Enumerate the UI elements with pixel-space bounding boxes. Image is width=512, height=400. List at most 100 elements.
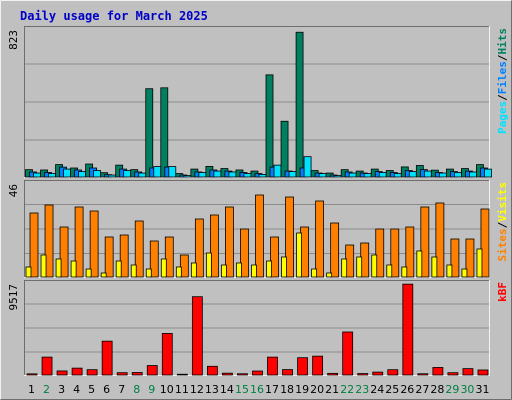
sites-visits-panel: 46 Sites/Visits	[7, 180, 509, 278]
sites-bar	[435, 202, 445, 278]
kbytes-bar	[206, 365, 218, 376]
kbytes-bar	[327, 372, 339, 376]
visits-bar	[476, 248, 483, 278]
visits-bar	[431, 256, 438, 278]
pages-bar	[228, 171, 237, 178]
sites-bar	[255, 194, 264, 278]
visits-bar	[296, 232, 302, 278]
sites-bar	[480, 208, 490, 278]
sites-bar	[104, 236, 114, 278]
visits-bar	[326, 272, 333, 278]
sites-bar	[315, 200, 325, 278]
day-label: 16	[250, 383, 264, 396]
day-label: 14	[220, 383, 234, 396]
visits-bar	[190, 262, 197, 278]
sites-bar	[225, 206, 234, 278]
pages-bar	[378, 172, 387, 178]
pages-bar	[333, 175, 342, 178]
kbytes-panel-legend: kBF	[496, 282, 509, 302]
pages-bar	[123, 170, 132, 178]
sites-bar	[134, 220, 144, 278]
kbytes-bar	[101, 340, 113, 376]
pages-bar	[168, 166, 177, 178]
day-label: 29	[445, 383, 459, 396]
pages-bar	[183, 175, 192, 178]
visits-bar	[266, 260, 272, 278]
visits-bar	[130, 264, 137, 278]
chart-title: Daily usage for March 2025	[20, 9, 208, 23]
pages-bar	[484, 168, 492, 178]
kbytes-bar	[146, 365, 158, 376]
kbytes-bar	[222, 372, 233, 376]
visits-bar	[205, 252, 212, 278]
kbytes-bar	[116, 372, 128, 376]
sites-bar	[89, 210, 99, 278]
visits-bar	[70, 260, 77, 278]
hits-panel-legend: Pages/Files/Hits	[496, 28, 509, 134]
kbytes-bar	[86, 369, 98, 376]
sites-bar	[164, 236, 174, 278]
pages-bar	[48, 173, 56, 178]
sites-bar	[450, 238, 460, 278]
pages-bar	[438, 172, 447, 178]
sites-bar	[240, 228, 249, 278]
day-label: 15	[235, 383, 249, 396]
pages-bar	[363, 173, 372, 178]
day-label: 12	[190, 383, 204, 396]
visits-bar	[401, 266, 408, 278]
pages-bar	[288, 171, 297, 178]
hits-panel-legend-item: Pages	[496, 101, 509, 134]
visits-bar	[175, 266, 182, 278]
day-label: 23	[355, 383, 369, 396]
visits-bar	[311, 268, 318, 278]
kbytes-panel-ymax-label: 9517	[7, 284, 20, 311]
day-label: 30	[460, 383, 474, 396]
day-label: 8	[133, 383, 140, 396]
pages-bar	[213, 170, 222, 178]
kbytes-bar	[161, 333, 173, 376]
sites-bar	[405, 226, 415, 278]
visits-bar	[416, 250, 423, 278]
sites-bar	[194, 218, 204, 278]
pages-bar	[423, 170, 432, 178]
day-label: 31	[475, 383, 489, 396]
hits-panel-legend-item: Files	[496, 61, 509, 94]
day-label: 13	[205, 383, 219, 396]
kbytes-bar	[297, 357, 308, 376]
day-label: 17	[265, 383, 279, 396]
kbytes-bar	[237, 373, 248, 376]
kbytes-bar	[477, 369, 489, 376]
pages-bar	[318, 173, 327, 178]
kbytes-bar	[71, 367, 83, 376]
day-label: 3	[58, 383, 65, 396]
kbytes-bar	[267, 356, 278, 376]
visits-bar	[100, 272, 107, 278]
visits-bar	[85, 268, 92, 278]
day-axis: 1 2 3 4 5 6 7 8 9 10 11 12 13 14 15 16 17 18 19 20 21 22 23 24 2…	[28, 383, 489, 396]
kbytes-panel-legend-item: kB	[496, 288, 509, 302]
day-label: 27	[415, 383, 429, 396]
sites-bar	[44, 204, 54, 278]
day-label: 18	[280, 383, 294, 396]
sites-bar	[149, 240, 159, 278]
kbytes-bar	[41, 356, 53, 376]
day-label: 19	[295, 383, 309, 396]
sites-bar	[330, 222, 340, 278]
sites-bar	[59, 226, 69, 278]
sites-bar	[29, 212, 39, 278]
hits-panel-legend-item: /	[496, 54, 509, 61]
day-label: 6	[103, 383, 110, 396]
hits-bar	[160, 87, 169, 178]
kbytes-bar	[387, 369, 399, 376]
visits-bar	[371, 254, 378, 278]
kbytes-bar	[131, 372, 143, 376]
sites-bar	[179, 254, 189, 278]
visits-bar	[461, 268, 468, 278]
sites-panel-ymax-label: 46	[7, 184, 20, 197]
hits-panel-legend-item: /	[496, 94, 509, 101]
day-label: 9	[148, 383, 155, 396]
sites-bar	[209, 214, 219, 278]
hits-bar	[265, 74, 274, 178]
